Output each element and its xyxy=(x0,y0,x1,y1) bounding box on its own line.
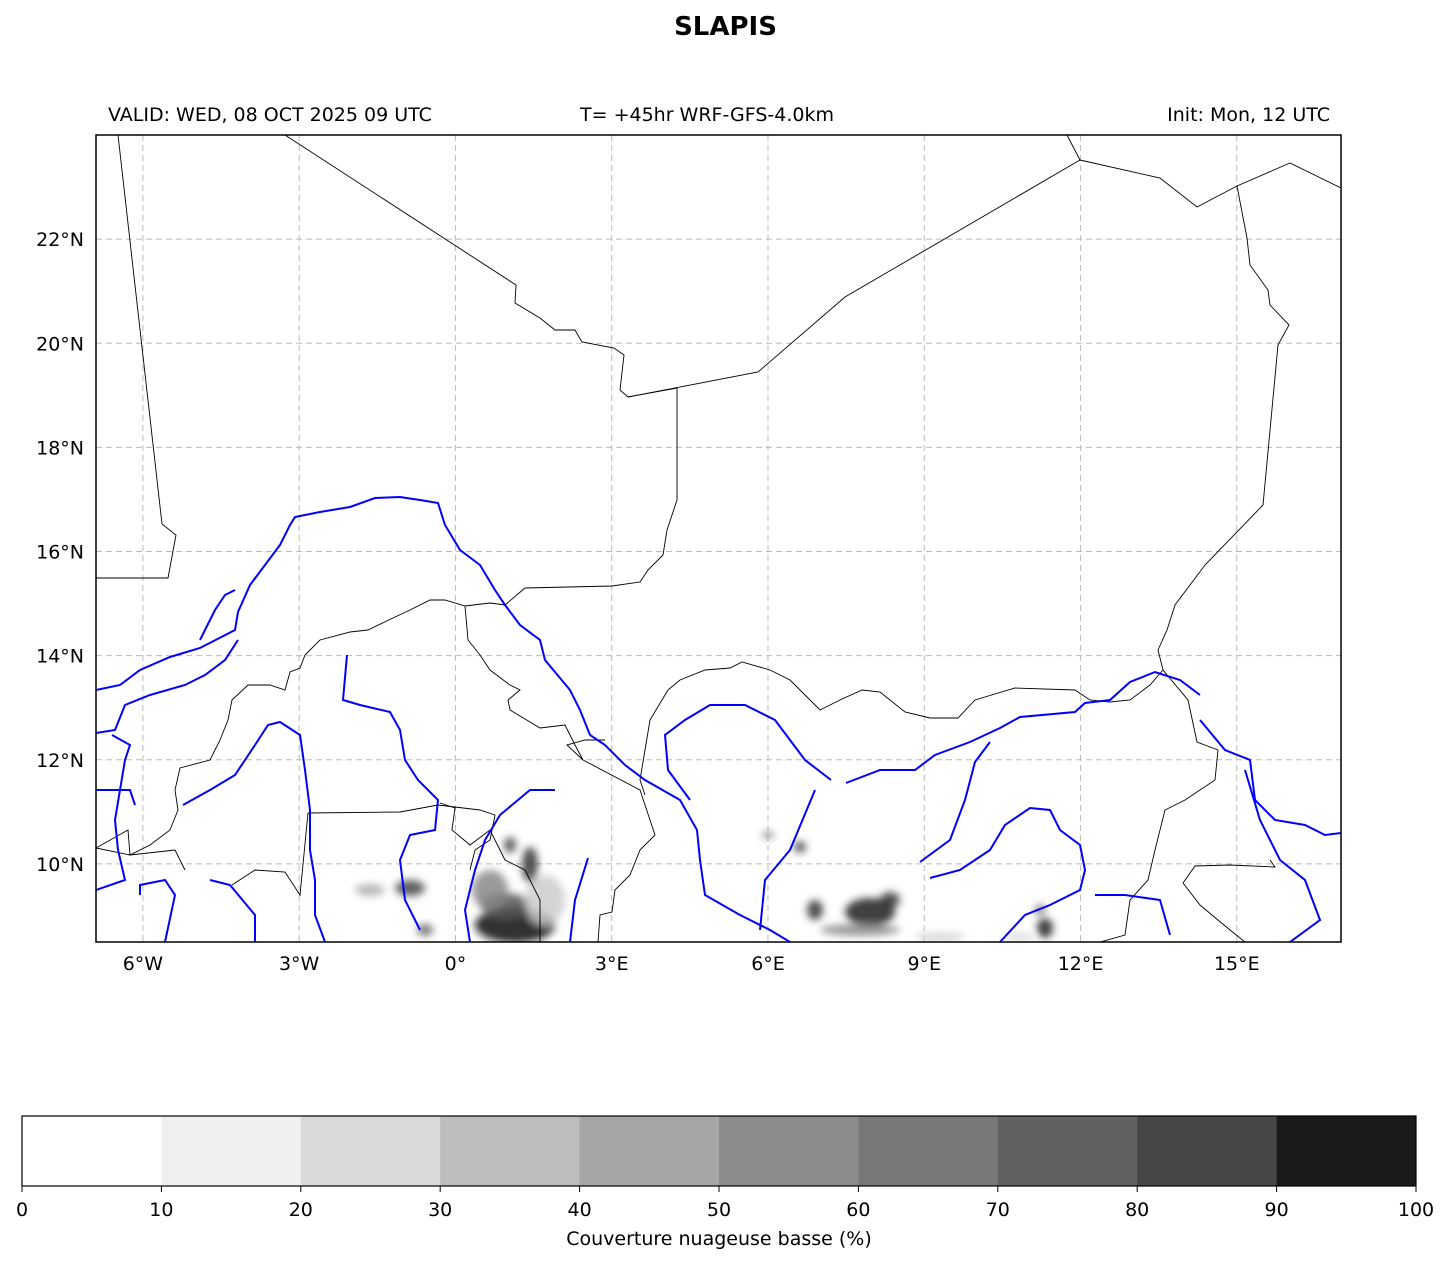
lon-tick-label: 0° xyxy=(445,953,467,975)
colorbar-bin xyxy=(1276,1116,1417,1186)
river-sokoto xyxy=(663,704,832,801)
colorbar-bin xyxy=(161,1116,302,1186)
border-burkina-ghana xyxy=(307,804,496,871)
river-cameroon xyxy=(1095,894,1171,936)
river-west xyxy=(96,789,136,806)
lon-tick-label: 12°E xyxy=(1058,953,1104,975)
init-time: Init: Mon, 12 UTC xyxy=(1167,104,1330,126)
map-frame xyxy=(95,134,1342,943)
lat-tick-label: 20°N xyxy=(36,333,84,355)
colorbar-bin xyxy=(719,1116,859,1186)
colorbar-bin xyxy=(579,1116,720,1186)
colorbar-bin xyxy=(440,1116,581,1186)
border-cameroon-car xyxy=(1182,859,1276,884)
border-algeria-mali xyxy=(284,135,678,398)
cloud-patch xyxy=(522,847,538,883)
border-mali-guinea xyxy=(96,847,186,871)
lat-tick-label: 12°N xyxy=(36,750,84,772)
border-cameroon-car-2 xyxy=(1182,882,1246,942)
cloud-patch xyxy=(417,924,433,936)
colorbar-bin xyxy=(22,1116,162,1186)
colorbar-label: Couverture nuageuse basse (%) xyxy=(566,1228,872,1250)
border-niger-nigeria xyxy=(667,661,1164,719)
colorbar-tick-label: 60 xyxy=(846,1199,870,1221)
colorbar-bin xyxy=(858,1116,999,1186)
lat-tick-label: 14°N xyxy=(36,646,84,668)
gridlines xyxy=(96,135,1341,942)
colorbar-tick-label: 40 xyxy=(568,1199,592,1221)
colorbar: 0 10 20 30 40 50 60 70 80 90 100 xyxy=(16,1115,1434,1221)
lon-tick-label: 15°E xyxy=(1214,953,1260,975)
lon-tick-label: 6°E xyxy=(751,953,785,975)
lon-tick-label: 3°E xyxy=(595,953,629,975)
river-bandama xyxy=(209,879,256,942)
border-algeria-niger xyxy=(627,135,1081,398)
border-mali-mauritania xyxy=(96,135,177,579)
colorbar-bin xyxy=(997,1116,1138,1186)
river-logone xyxy=(1244,769,1322,942)
river-benue xyxy=(929,806,1087,942)
river-volta-black xyxy=(96,639,239,734)
river-mali-north xyxy=(199,589,236,641)
border-burkina-niger xyxy=(464,605,605,761)
river-white-volta xyxy=(463,789,555,942)
cloud-patch xyxy=(880,892,900,908)
valid-time: VALID: WED, 08 OCT 2025 09 UTC xyxy=(108,104,432,126)
cloud-patch xyxy=(915,933,965,941)
border-libya xyxy=(1079,159,1341,208)
cloud-patch xyxy=(820,924,900,936)
border-chad-niger xyxy=(1157,185,1290,751)
river-comoe xyxy=(139,878,177,942)
river-niger xyxy=(96,495,791,942)
colorbar-tick-label: 90 xyxy=(1265,1199,1289,1221)
river-komadugu xyxy=(845,670,1201,784)
colorbar-tick-label: 30 xyxy=(428,1199,452,1221)
river-kaduna xyxy=(759,789,816,931)
river-mono xyxy=(569,857,589,942)
cloud-patch xyxy=(762,831,774,839)
river-oti xyxy=(341,654,440,931)
forecast-label: T= +45hr WRF-GFS-4.0km xyxy=(580,104,834,126)
lat-tick-label: 18°N xyxy=(36,437,84,459)
cloud-patch xyxy=(472,870,508,910)
colorbar-tick-label: 80 xyxy=(1125,1199,1149,1221)
border-nigeria-cameroon xyxy=(1099,749,1219,942)
river-bani xyxy=(96,734,132,891)
border-nigeria-benin-north xyxy=(639,689,669,796)
lon-tick-label: 9°E xyxy=(907,953,941,975)
cloud-patch xyxy=(807,900,823,920)
lat-tick-label: 10°N xyxy=(36,854,84,876)
border-ghana-cotedivoire xyxy=(231,812,309,897)
cloud-patch xyxy=(395,880,425,896)
colorbar-tick-label: 20 xyxy=(289,1199,313,1221)
lon-tick-label: 3°W xyxy=(279,953,320,975)
country-borders xyxy=(96,135,1341,942)
river-niger-east xyxy=(919,741,991,863)
figure-title: SLAPIS xyxy=(674,12,777,42)
river-volta-mouhoun xyxy=(182,720,326,942)
border-benin-nigeria xyxy=(582,759,656,942)
rivers xyxy=(96,495,1341,942)
colorbar-tick-label: 100 xyxy=(1398,1199,1434,1221)
border-mali-niger xyxy=(96,388,678,856)
cloud-patch xyxy=(1005,934,1035,940)
lat-tick-label: 22°N xyxy=(36,229,84,251)
axis-labels: 6°W 3°W 0° 3°E 6°E 9°E 12°E 15°E 22°N 20°N 18°N 16°… xyxy=(36,229,1260,975)
lon-tick-label: 6°W xyxy=(123,953,164,975)
cloud-patch xyxy=(355,884,385,896)
colorbar-bin xyxy=(300,1116,441,1186)
colorbar-tick-label: 10 xyxy=(149,1199,173,1221)
colorbar-tick-label: 0 xyxy=(16,1199,28,1221)
cloud-patch xyxy=(504,837,516,853)
lat-tick-label: 16°N xyxy=(36,542,84,564)
river-chari xyxy=(1199,719,1341,837)
cloud-patch xyxy=(1037,918,1053,938)
colorbar-tick-label: 70 xyxy=(986,1199,1010,1221)
cloud-patch xyxy=(794,841,806,853)
colorbar-tick-label: 50 xyxy=(707,1199,731,1221)
cloud-patch xyxy=(525,875,565,925)
colorbar-bin xyxy=(1137,1116,1278,1186)
